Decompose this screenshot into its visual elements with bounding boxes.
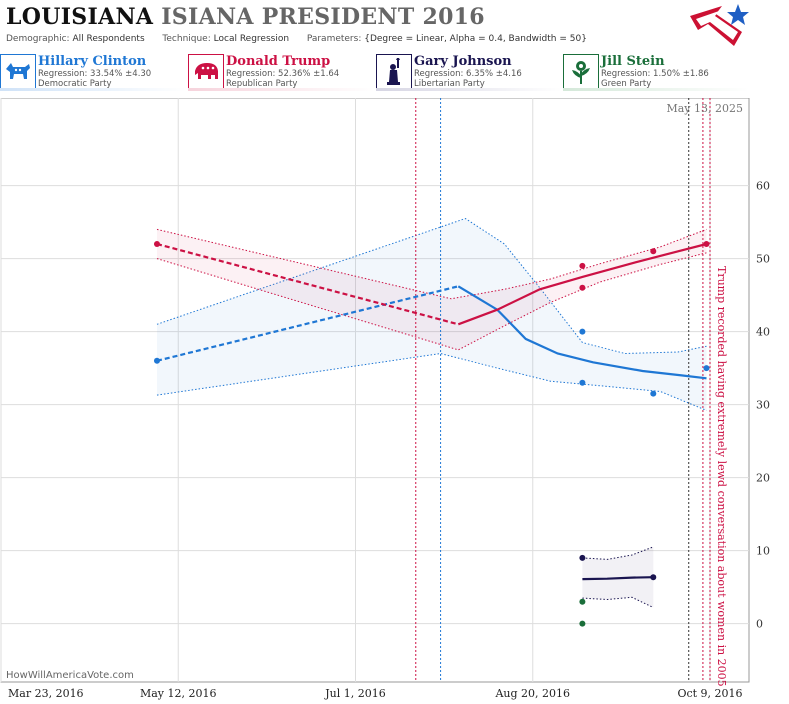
liberty-statue-icon (376, 54, 412, 90)
poll-point-stein (579, 598, 586, 605)
title-rest: ISIANA PRESIDENT 2016 (161, 4, 485, 30)
legend-party-clinton: Democratic Party (38, 79, 112, 89)
y-tick-label: 10 (756, 545, 770, 558)
legend-name-stein: Jill Stein (601, 54, 665, 69)
technique-value: Local Regression (213, 34, 290, 44)
demographic-value: All Respondents (72, 34, 145, 44)
x-tick-label: Mar 23, 2016 (8, 687, 84, 700)
donkey-icon (0, 54, 36, 90)
poll-point-clinton (153, 357, 160, 364)
site-logo-icon (690, 4, 749, 46)
x-tick-label: Aug 20, 2016 (494, 687, 570, 700)
y-tick-label: 40 (756, 326, 770, 339)
poll-point-clinton (703, 365, 710, 372)
trend-johnson (582, 576, 654, 581)
y-tick-label: 50 (756, 253, 770, 266)
poll-point-trump (703, 241, 710, 247)
chart-title: LOUISIANA ISIANA PRESIDENT 2016 (6, 4, 485, 30)
y-tick-label: 60 (756, 180, 770, 193)
watermark: HowWillAmericaVote.com (6, 670, 134, 681)
trend-clinton (457, 285, 707, 380)
x-tick-label: May 12, 2016 (140, 687, 217, 700)
legend-party-trump: Republican Party (226, 79, 298, 89)
band-clinton (157, 218, 707, 411)
poll-point-stein (579, 620, 586, 627)
band-upper-clinton (156, 217, 707, 355)
legend-regression-trump: Regression: 52.36% ±1.64 (226, 69, 340, 79)
legend-name-johnson: Gary Johnson (414, 54, 512, 69)
parameters-label: Parameters: (306, 34, 362, 44)
legend-party-stein: Green Party (601, 79, 652, 89)
poll-point-clinton (650, 390, 657, 397)
trend-dashed-trump (156, 242, 459, 326)
title-state: LOUISIANA (6, 4, 154, 30)
trend-trump (457, 242, 707, 326)
y-tick-label: 30 (756, 399, 770, 412)
axes: 0 10 20 30 40 50 60 Mar 23, 2016 May 12, 2016 Jul… (8, 180, 770, 700)
elephant-icon (188, 54, 224, 90)
date-label: May 13, 2025 (666, 102, 743, 115)
poll-point-trump (579, 262, 586, 269)
trend-lines (156, 242, 707, 581)
poll-point-johnson (579, 554, 586, 561)
y-tick-label: 0 (756, 618, 763, 631)
grid (0, 98, 750, 683)
poll-point-johnson (650, 574, 657, 581)
poll-chart: 0 10 20 30 40 50 60 Mar 23, 2016 May 12, 2016 Jul… (0, 98, 770, 700)
band-trump (157, 229, 707, 350)
poll-point-clinton (579, 328, 586, 335)
poll-points (153, 241, 710, 627)
poll-point-trump (579, 284, 586, 291)
trend-dashed-clinton (156, 285, 459, 362)
poll-point-trump (650, 248, 657, 255)
poll-point-trump (153, 241, 160, 247)
legend-party-johnson: Libertarian Party (414, 79, 485, 89)
x-tick-label: Oct 9, 2016 (677, 687, 742, 700)
confidence-bands (156, 217, 707, 608)
band-lower-clinton (156, 352, 707, 411)
legend-regression-stein: Regression: 1.50% ±1.86 (601, 69, 709, 79)
poll-point-clinton (579, 379, 586, 386)
band-upper-trump (156, 228, 707, 300)
x-tick-label: Jul 1, 2016 (324, 687, 386, 700)
legend-name-trump: Donald Trump (226, 54, 331, 69)
technique-label: Technique: (162, 34, 211, 44)
event-annotation: Trump recorded having extremely lewd con… (715, 266, 728, 687)
demographic-label: Demographic: (6, 34, 70, 44)
event-lines (415, 98, 711, 682)
flower-icon (563, 54, 599, 90)
legend-regression-clinton: Regression: 33.54% ±4.30 (38, 69, 152, 79)
y-tick-label: 20 (756, 472, 770, 485)
legend-regression-johnson: Regression: 6.35% ±4.16 (414, 69, 522, 79)
parameters-line: Demographic: All Respondents Technique: … (6, 34, 587, 44)
legend-name-clinton: Hillary Clinton (38, 54, 147, 69)
parameters-value: {Degree = Linear, Alpha = 0.4, Bandwidth… (364, 34, 587, 44)
